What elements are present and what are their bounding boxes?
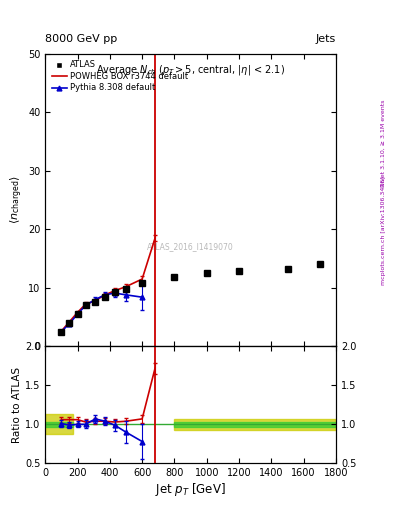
Text: Jets: Jets: [316, 33, 336, 44]
Text: Average $N_{ch}$ ($p_T$$>$5, central, $|\eta|$ < 2.1): Average $N_{ch}$ ($p_T$$>$5, central, $|…: [96, 62, 285, 76]
Bar: [45, 414, 73, 435]
Text: ATLAS_2016_I1419070: ATLAS_2016_I1419070: [147, 242, 234, 251]
Y-axis label: $\langle n_\mathrm{charged} \rangle$: $\langle n_\mathrm{charged} \rangle$: [9, 176, 25, 224]
Text: Rivet 3.1.10, ≥ 3.1M events: Rivet 3.1.10, ≥ 3.1M events: [381, 100, 386, 187]
Y-axis label: Ratio to ATLAS: Ratio to ATLAS: [12, 367, 22, 443]
Bar: [174, 422, 336, 426]
Bar: [174, 419, 336, 430]
Bar: [45, 422, 73, 426]
Text: mcplots.cern.ch [arXiv:1306.3436]: mcplots.cern.ch [arXiv:1306.3436]: [381, 176, 386, 285]
Legend: ATLAS, POWHEG BOX r3744 default, Pythia 8.308 default: ATLAS, POWHEG BOX r3744 default, Pythia …: [50, 58, 191, 95]
X-axis label: Jet $p_T$ [GeV]: Jet $p_T$ [GeV]: [155, 481, 226, 498]
Text: 8000 GeV pp: 8000 GeV pp: [45, 33, 118, 44]
